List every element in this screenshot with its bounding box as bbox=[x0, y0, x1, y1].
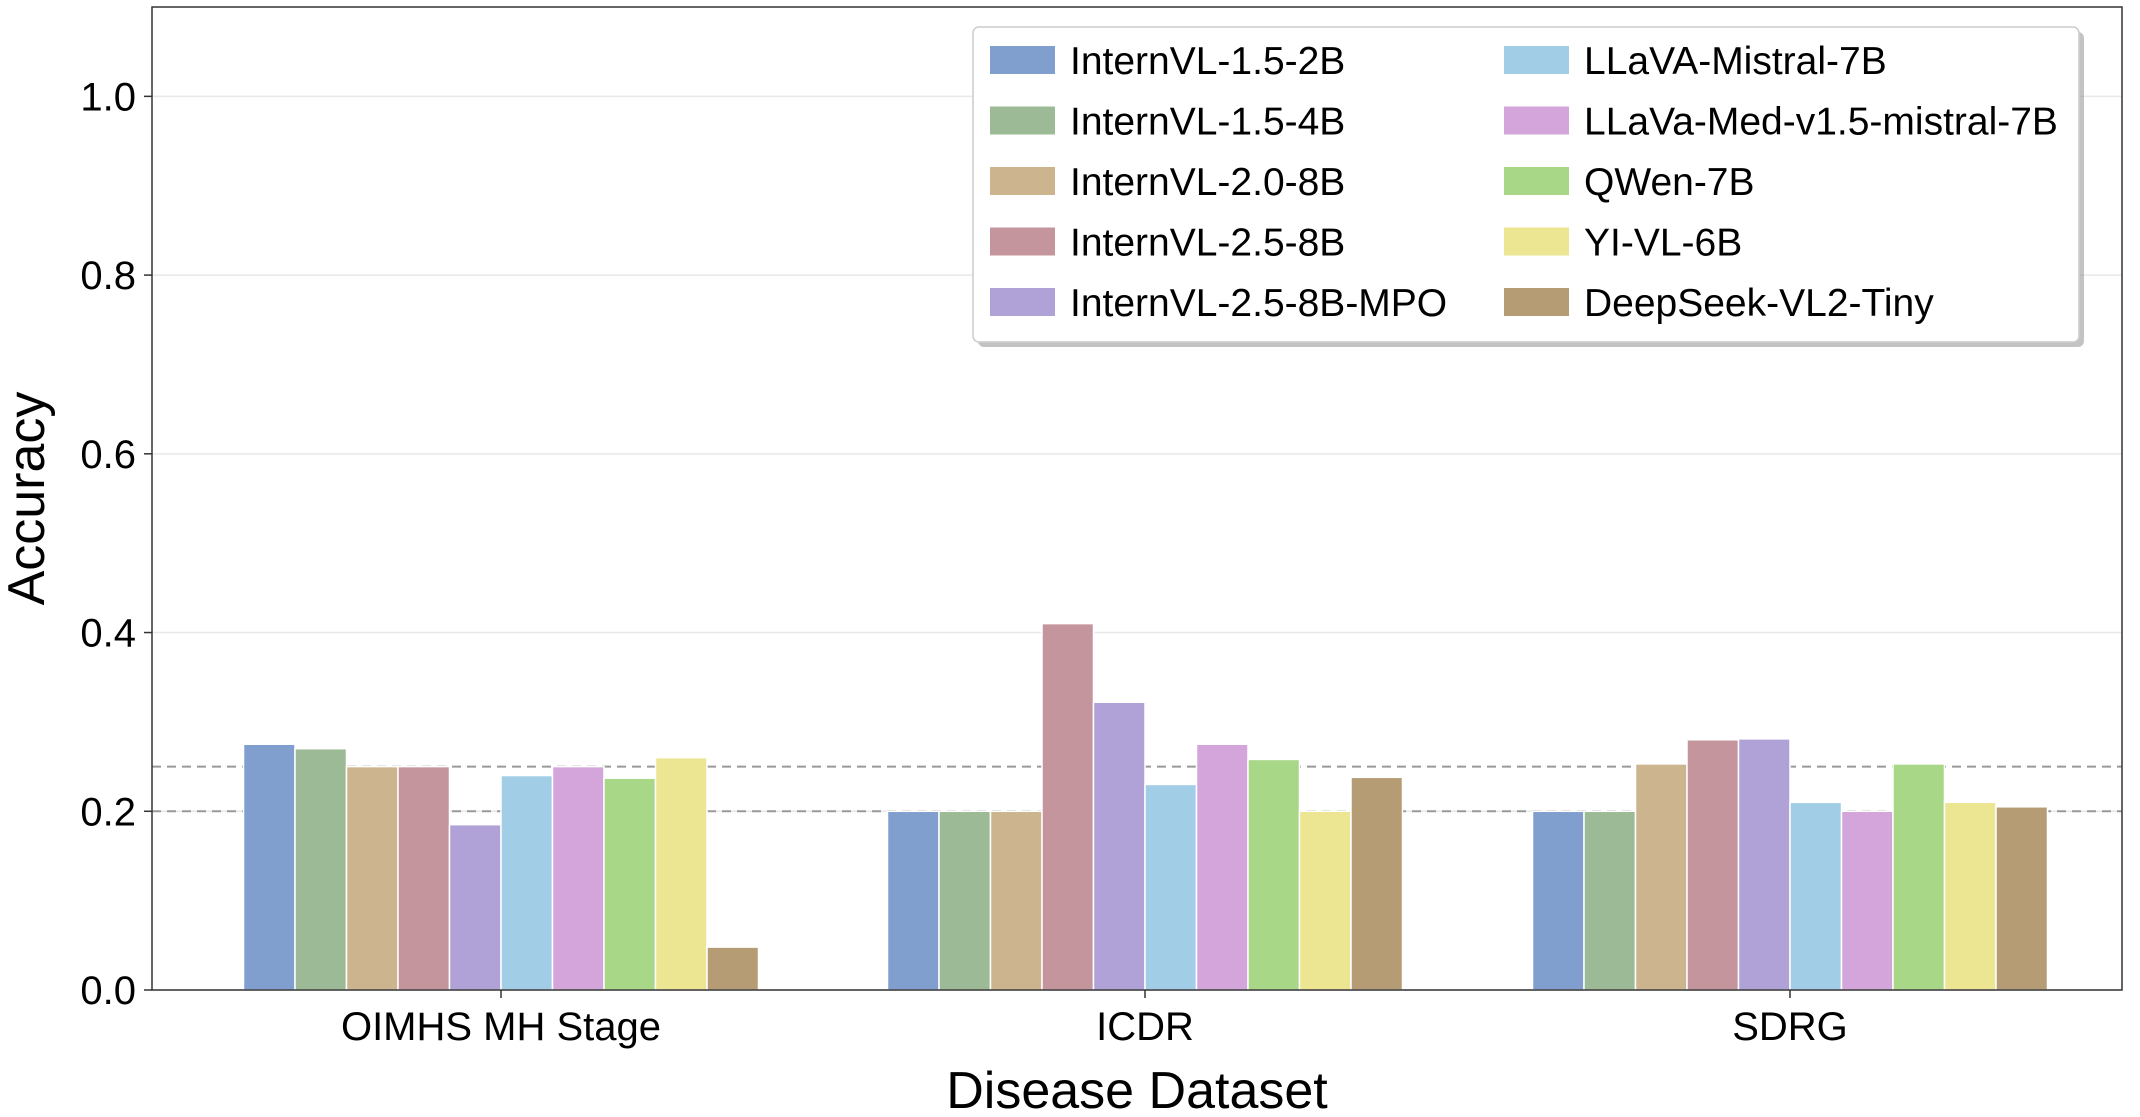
y-ticks: 0.0 0.2 0.4 0.6 0.8 1.0 bbox=[80, 75, 152, 1013]
legend-label: InternVL-1.5-2B bbox=[1070, 40, 1345, 83]
legend-swatch bbox=[990, 288, 1055, 316]
bar bbox=[1247, 758, 1301, 991]
legend-swatch bbox=[990, 46, 1055, 74]
bar bbox=[1892, 763, 1946, 991]
legend-label: LLaVA-Mistral-7B bbox=[1584, 40, 1887, 83]
bar bbox=[1840, 810, 1894, 991]
bar bbox=[1531, 810, 1585, 991]
bar bbox=[1995, 806, 2049, 991]
legend-swatch bbox=[1504, 46, 1569, 74]
bar bbox=[294, 747, 348, 991]
legend-swatch bbox=[1504, 288, 1569, 316]
legend-swatch bbox=[990, 106, 1055, 135]
bar bbox=[1092, 701, 1146, 991]
legend-swatch bbox=[1504, 227, 1569, 256]
bar bbox=[1041, 622, 1095, 991]
bar bbox=[1195, 743, 1249, 991]
y-axis-title: Accuracy bbox=[0, 392, 56, 606]
bar bbox=[1634, 763, 1688, 991]
legend: InternVL-1.5-2B InternVL-1.5-4B InternVL-2… bbox=[972, 26, 2084, 347]
bar bbox=[989, 810, 1043, 991]
y-tick-label: 1.0 bbox=[80, 75, 136, 119]
x-axis-title: Disease Dataset bbox=[946, 1062, 1328, 1117]
legend-swatch bbox=[990, 227, 1055, 256]
bar bbox=[1298, 810, 1352, 991]
legend-swatch bbox=[990, 167, 1055, 195]
bar bbox=[448, 823, 502, 991]
bar bbox=[1350, 776, 1404, 991]
y-tick-label: 0.6 bbox=[80, 433, 136, 477]
bar bbox=[938, 810, 992, 991]
bar bbox=[500, 774, 554, 991]
y-tick-label: 0.0 bbox=[80, 969, 136, 1013]
bar bbox=[1583, 810, 1637, 991]
legend-label: QWen-7B bbox=[1584, 161, 1755, 204]
bar bbox=[1144, 783, 1198, 991]
y-tick-label: 0.2 bbox=[80, 790, 136, 834]
legend-swatch bbox=[1504, 106, 1569, 135]
bar bbox=[1686, 739, 1740, 991]
plot-frame bbox=[151, 6, 2123, 991]
x-tick-label: SDRG bbox=[1732, 1005, 1848, 1049]
legend-swatch bbox=[1504, 167, 1569, 195]
bar bbox=[397, 765, 451, 991]
x-ticks: OIMHS MH Stage ICDR SDRG bbox=[341, 990, 1848, 1049]
legend-label: LLaVa-Med-v1.5-mistral-7B bbox=[1584, 101, 2058, 144]
legend-label: DeepSeek-VL2-Tiny bbox=[1584, 282, 1934, 325]
bar bbox=[242, 743, 296, 991]
x-tick-label: ICDR bbox=[1096, 1005, 1194, 1049]
bar bbox=[345, 765, 399, 991]
legend-label: InternVL-2.0-8B bbox=[1070, 161, 1345, 204]
bars bbox=[242, 622, 2049, 991]
bar bbox=[706, 946, 760, 991]
legend-label: InternVL-2.5-8B bbox=[1070, 222, 1345, 265]
bar bbox=[1943, 801, 1997, 991]
legend-label: InternVL-1.5-4B bbox=[1070, 101, 1345, 144]
legend-label: InternVL-2.5-8B-MPO bbox=[1070, 282, 1447, 325]
y-tick-label: 0.8 bbox=[80, 254, 136, 298]
bar bbox=[1737, 738, 1791, 991]
legend-label: YI-VL-6B bbox=[1584, 222, 1742, 265]
bar bbox=[1789, 801, 1843, 991]
bar bbox=[603, 777, 657, 991]
bar bbox=[551, 765, 605, 991]
bar bbox=[654, 756, 708, 991]
x-tick-label: OIMHS MH Stage bbox=[341, 1005, 661, 1049]
y-tick-label: 0.4 bbox=[80, 612, 136, 656]
bar bbox=[886, 810, 940, 991]
